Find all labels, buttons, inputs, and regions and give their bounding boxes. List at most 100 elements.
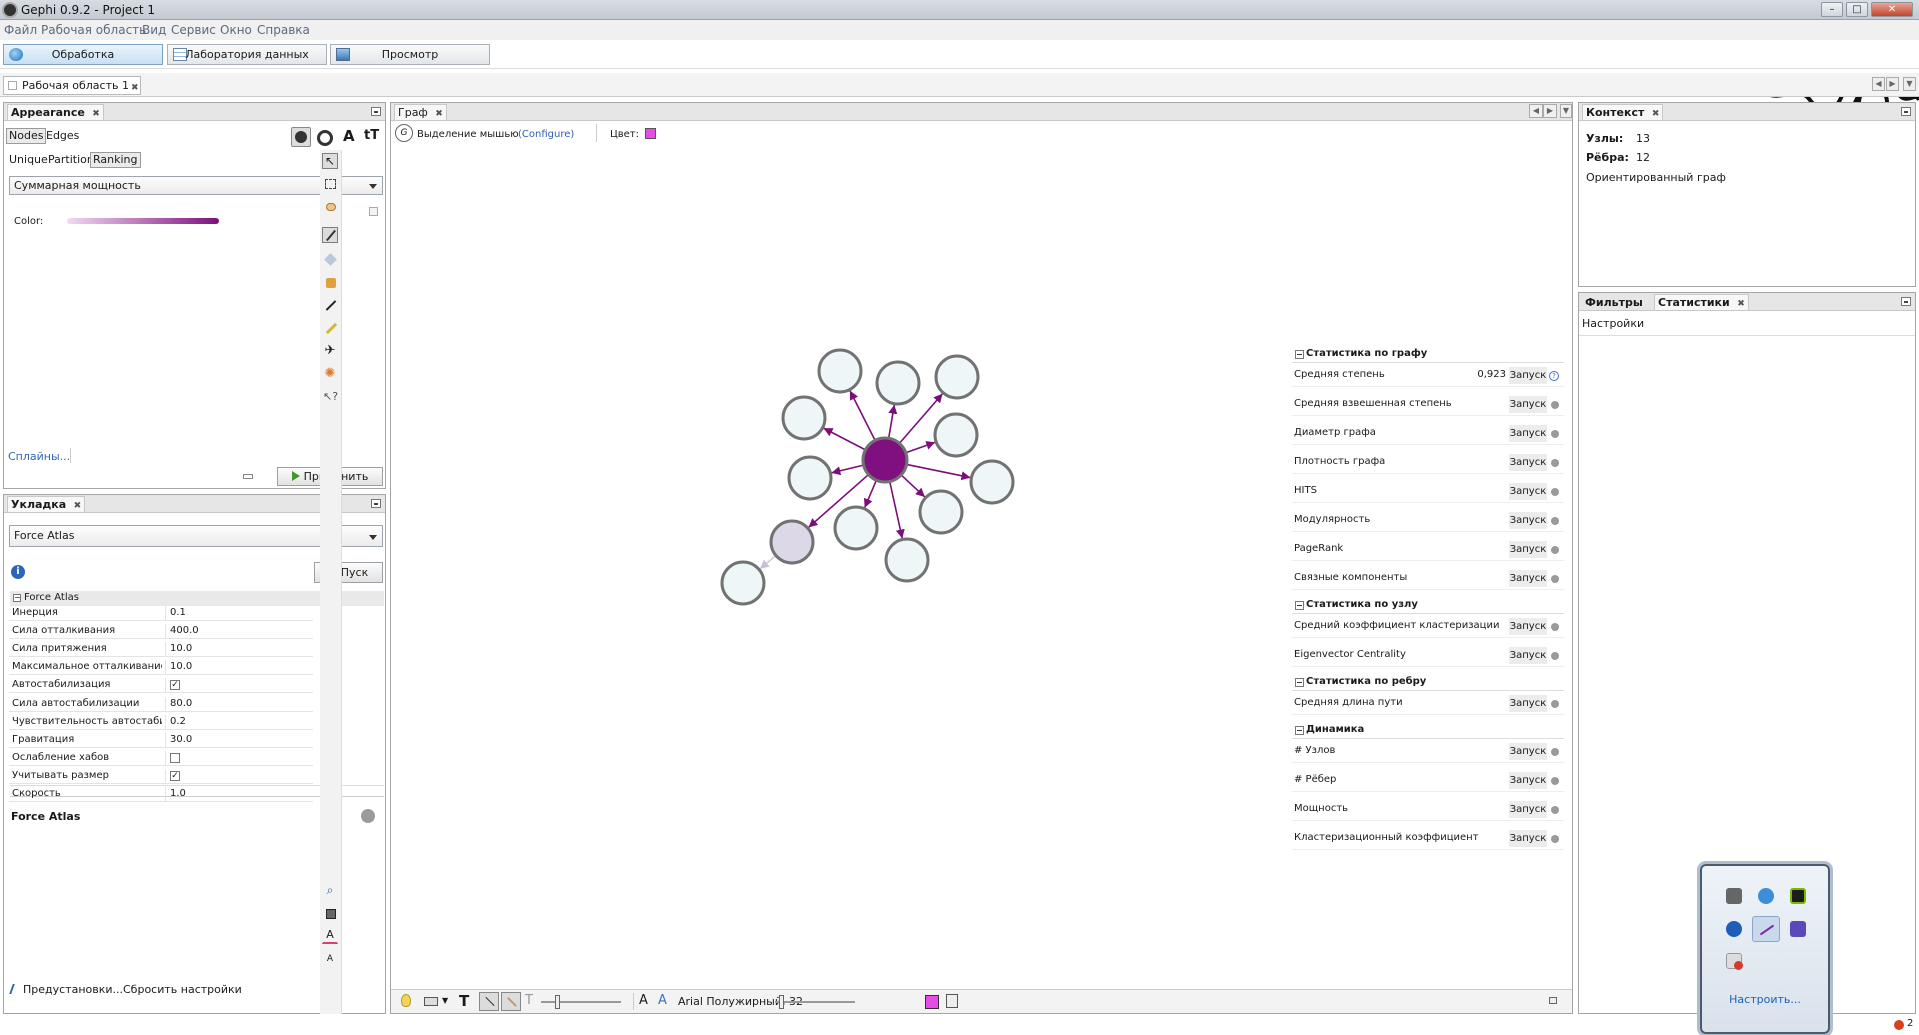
graph-hub-node[interactable]: [861, 436, 909, 484]
flag-error-icon[interactable]: [1726, 953, 1743, 970]
force-atlas-section[interactable]: − Force Atlas: [10, 591, 384, 606]
auto-apply-icon[interactable]: [243, 474, 253, 479]
property-checkbox[interactable]: [170, 752, 180, 763]
close-icon[interactable]: ✖: [73, 501, 82, 511]
property-value[interactable]: 10.0: [165, 660, 313, 675]
close-icon[interactable]: ✖: [131, 83, 139, 93]
color-gradient-slider[interactable]: [67, 218, 219, 224]
menu-help[interactable]: Справка: [257, 23, 310, 37]
filters-tab[interactable]: Фильтры: [1581, 294, 1649, 310]
statistics-settings-link[interactable]: Настройки: [1582, 317, 1645, 330]
statistics-section-header[interactable]: Статистика по ребру: [1292, 674, 1564, 691]
close-icon[interactable]: ✖: [1651, 109, 1660, 119]
layout-property-row[interactable]: Сила отталкивания 400.0: [9, 624, 313, 640]
layout-property-row[interactable]: Ослабление хабов: [9, 750, 313, 766]
run-statistic-button[interactable]: Запуск: [1509, 618, 1547, 635]
property-value[interactable]: 30.0: [165, 732, 313, 747]
statistics-section-header[interactable]: Динамика: [1292, 722, 1564, 739]
graph-edge[interactable]: [849, 390, 876, 441]
size-icon[interactable]: [317, 130, 333, 146]
graph-edge[interactable]: [887, 404, 898, 439]
presets-link[interactable]: Предустановки...: [23, 983, 124, 996]
expand-toolbar-icon[interactable]: [1549, 997, 1557, 1004]
teams-icon[interactable]: [1790, 921, 1806, 937]
layout-property-row[interactable]: Сила автостабилизации 80.0: [9, 696, 313, 712]
graph-node[interactable]: [969, 459, 1015, 505]
close-window-button[interactable]: ✕: [1871, 2, 1913, 17]
gradient-options-icon[interactable]: [369, 207, 378, 216]
tabs-dropdown-button[interactable]: ▼: [1903, 77, 1916, 91]
notification-icon[interactable]: [1894, 1020, 1904, 1030]
rectangle-select-icon[interactable]: [322, 176, 338, 192]
data-lab-perspective-button[interactable]: Лаборатория данных: [167, 44, 327, 65]
customize-tray-link[interactable]: Настроить...: [1729, 993, 1801, 1006]
property-value[interactable]: ✓: [165, 678, 313, 693]
network-globe-icon[interactable]: [1758, 888, 1774, 904]
context-tab[interactable]: Контекст ✖: [1582, 104, 1664, 120]
minimize-panel-button[interactable]: [371, 107, 381, 116]
graph-node[interactable]: [720, 560, 766, 606]
splines-link[interactable]: Сплайны...: [8, 450, 71, 463]
scroll-left-button[interactable]: ◀: [1872, 77, 1885, 91]
graph-node[interactable]: [817, 348, 863, 394]
graph-edge[interactable]: [759, 554, 777, 570]
edge-labels-icon[interactable]: T: [525, 993, 533, 1008]
diamond-icon[interactable]: [322, 251, 338, 267]
unique-tab[interactable]: Unique: [9, 153, 48, 166]
layout-algorithm-select[interactable]: Force Atlas: [9, 525, 383, 547]
property-value[interactable]: 0.1: [165, 606, 313, 620]
gephi-select-mode-icon[interactable]: G: [395, 124, 413, 142]
graph-edge[interactable]: [831, 464, 864, 476]
ranking-tab[interactable]: Ranking: [90, 152, 141, 168]
run-statistic-button[interactable]: Запуск: [1509, 367, 1547, 384]
layout-property-row[interactable]: Автостабилизация ✓: [9, 678, 313, 694]
layout-property-row[interactable]: Скорость 1.0: [9, 787, 313, 802]
property-value[interactable]: 0.2: [165, 714, 313, 729]
configure-link[interactable]: (Configure): [518, 129, 575, 140]
run-statistic-button[interactable]: Запуск: [1509, 695, 1547, 712]
chevron-down-icon[interactable]: ▼: [442, 996, 449, 1005]
color-palette-icon[interactable]: [291, 127, 311, 147]
property-value[interactable]: 10.0: [165, 642, 313, 657]
screenshot-icon[interactable]: [424, 997, 438, 1006]
graph-tabs-left-button[interactable]: ◀: [1529, 104, 1543, 118]
paint-bucket-icon[interactable]: [322, 274, 338, 290]
document-settings-icon[interactable]: [946, 994, 958, 1008]
layout-tab[interactable]: Укладка ✖: [7, 496, 86, 512]
graph-node[interactable]: [934, 354, 980, 400]
run-statistic-button[interactable]: Запуск: [1509, 570, 1547, 587]
property-value[interactable]: 400.0: [165, 624, 313, 639]
color-swatch[interactable]: [645, 128, 656, 139]
graph-edge[interactable]: [906, 463, 971, 481]
appearance-tab[interactable]: Appearance ✖: [7, 104, 104, 120]
graph-node[interactable]: [769, 519, 815, 565]
graph-edge[interactable]: [807, 473, 870, 529]
edge-scale-slider[interactable]: [541, 995, 621, 1009]
nodes-tab[interactable]: Nodes: [6, 128, 47, 144]
layout-property-row[interactable]: Инерция 0.1: [9, 606, 313, 621]
graph-edge[interactable]: [888, 481, 905, 539]
help-icon[interactable]: ?: [1549, 371, 1559, 381]
preview-perspective-button[interactable]: Просмотр: [330, 44, 490, 65]
run-statistic-button[interactable]: Запуск: [1509, 483, 1547, 500]
label-size-icon[interactable]: tT: [364, 128, 380, 143]
minimize-panel-button[interactable]: [1901, 297, 1911, 306]
font-color-icon[interactable]: A: [658, 993, 667, 1008]
statistics-section-header[interactable]: Статистика по графу: [1292, 346, 1564, 363]
graph-node[interactable]: [933, 412, 979, 458]
graph-node[interactable]: [787, 455, 833, 501]
background-color-icon[interactable]: [322, 905, 338, 921]
property-checkbox[interactable]: ✓: [170, 680, 180, 691]
maximize-button[interactable]: □: [1846, 2, 1868, 17]
pen-tablet-icon[interactable]: [1752, 916, 1780, 942]
pencil-icon[interactable]: [322, 297, 338, 313]
minimize-panel-button[interactable]: [371, 499, 381, 508]
property-checkbox[interactable]: ✓: [170, 770, 180, 781]
edge-pencil-icon[interactable]: [322, 320, 338, 336]
property-value[interactable]: [165, 750, 313, 765]
graph-edge[interactable]: [898, 393, 944, 444]
graph-node[interactable]: [875, 360, 921, 406]
menu-tools[interactable]: Сервис: [171, 23, 216, 37]
nvidia-icon[interactable]: [1790, 888, 1806, 904]
statistics-section-header[interactable]: Статистика по узлу: [1292, 597, 1564, 614]
